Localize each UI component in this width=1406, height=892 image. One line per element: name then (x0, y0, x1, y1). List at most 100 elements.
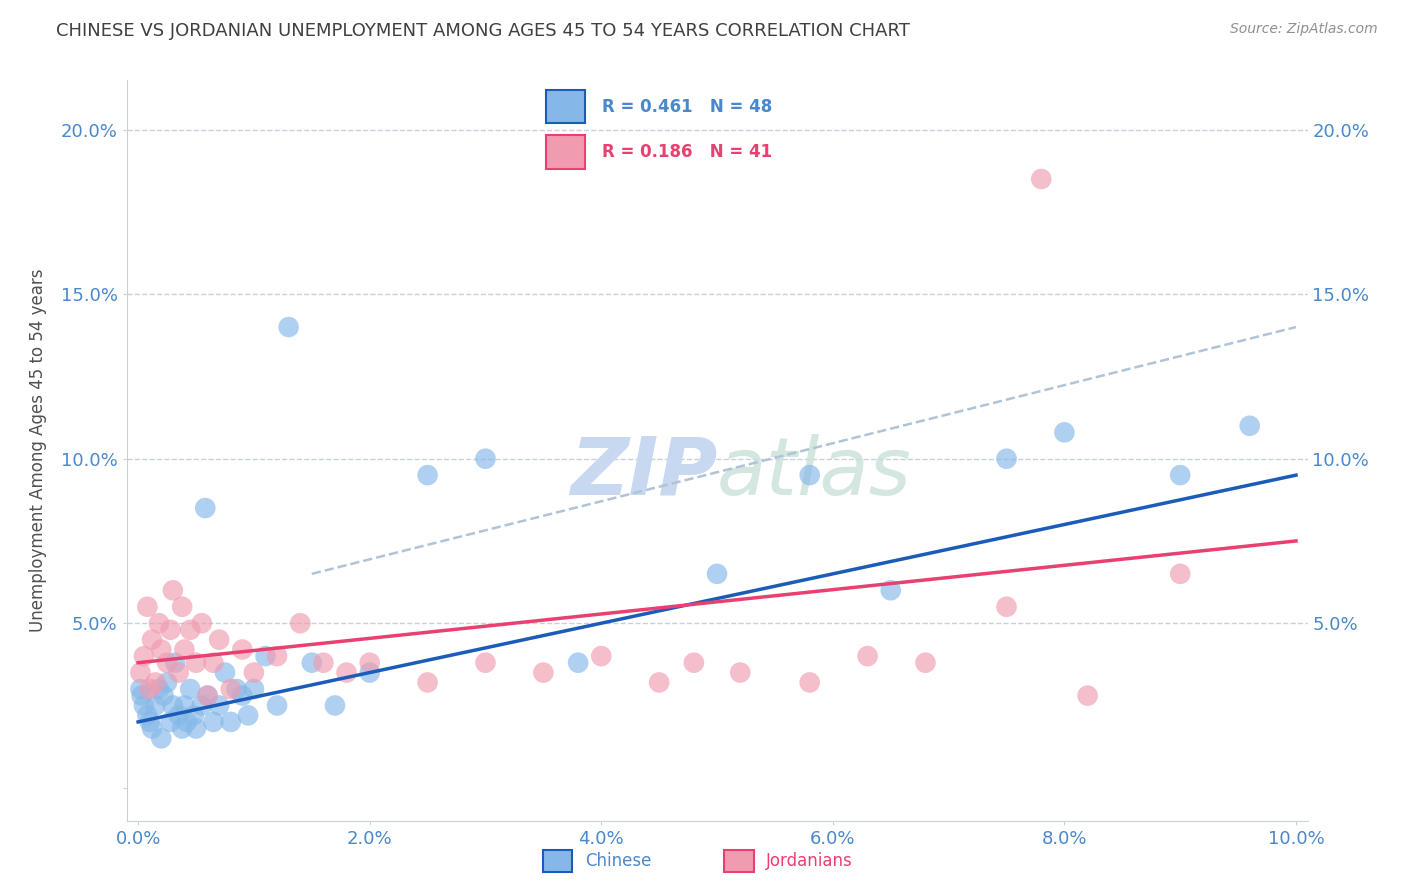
Text: Source: ZipAtlas.com: Source: ZipAtlas.com (1230, 22, 1378, 37)
Point (159, 623, 181, 637)
Point (208, 632, 231, 647)
Point (184, 656, 207, 670)
Point (290, 616, 312, 631)
Point (136, 599, 159, 614)
Point (567, 656, 589, 670)
Text: Jordanians: Jordanians (766, 852, 853, 870)
Point (202, 714, 225, 729)
Point (856, 649, 879, 664)
Point (236, 708, 259, 723)
Point (132, 698, 155, 713)
Point (167, 665, 190, 680)
Point (173, 642, 195, 657)
Point (474, 656, 496, 670)
Point (416, 675, 439, 690)
Point (183, 708, 205, 723)
Point (243, 665, 266, 680)
Text: Chinese: Chinese (585, 852, 651, 870)
Point (129, 681, 152, 696)
Point (1077, 689, 1099, 703)
Point (243, 681, 266, 696)
Point (194, 501, 217, 516)
Point (231, 642, 253, 657)
Point (173, 698, 195, 713)
Point (995, 599, 1018, 614)
Point (1168, 468, 1191, 483)
Point (880, 583, 903, 598)
Point (197, 689, 219, 703)
Point (591, 649, 613, 664)
Point (145, 675, 167, 690)
Point (138, 681, 160, 696)
Point (162, 583, 184, 598)
Point (162, 698, 184, 713)
Point (141, 632, 163, 647)
Point (799, 675, 821, 690)
Point (914, 656, 936, 670)
Text: atlas: atlas (717, 434, 912, 512)
Point (728, 665, 751, 680)
Point (277, 320, 299, 334)
Point (266, 649, 288, 664)
Point (197, 689, 219, 703)
Text: ZIP: ZIP (569, 434, 717, 512)
Point (136, 708, 159, 723)
Point (150, 731, 173, 746)
Point (416, 468, 439, 483)
Point (129, 665, 152, 680)
Point (254, 649, 277, 664)
Point (219, 714, 242, 729)
Point (706, 566, 728, 581)
Point (167, 708, 190, 723)
Text: R = 0.461   N = 48: R = 0.461 N = 48 (602, 98, 772, 116)
Bar (546, 90, 585, 123)
Point (214, 665, 236, 680)
Bar (543, 849, 572, 872)
Point (179, 623, 201, 637)
Point (312, 656, 335, 670)
Point (150, 642, 173, 657)
Point (159, 714, 181, 729)
Point (148, 681, 170, 696)
Point (474, 451, 496, 466)
Point (335, 665, 357, 680)
Point (531, 665, 554, 680)
Point (141, 722, 163, 736)
Point (132, 649, 155, 664)
Point (1031, 172, 1053, 186)
Point (131, 689, 153, 703)
Text: CHINESE VS JORDANIAN UNEMPLOYMENT AMONG AGES 45 TO 54 YEARS CORRELATION CHART: CHINESE VS JORDANIAN UNEMPLOYMENT AMONG … (56, 22, 910, 40)
Point (359, 665, 381, 680)
Point (683, 656, 706, 670)
Point (359, 656, 381, 670)
Point (165, 656, 187, 670)
Y-axis label: Unemployment Among Ages 45 to 54 years: Unemployment Among Ages 45 to 54 years (28, 268, 46, 632)
Point (1168, 566, 1191, 581)
Point (1053, 425, 1076, 440)
Point (156, 675, 179, 690)
Point (323, 698, 346, 713)
Point (148, 616, 170, 631)
Point (995, 451, 1018, 466)
Point (266, 698, 288, 713)
Point (191, 616, 214, 631)
Point (208, 698, 231, 713)
Text: R = 0.186   N = 41: R = 0.186 N = 41 (602, 143, 772, 161)
Point (799, 468, 821, 483)
Point (1239, 418, 1261, 433)
Point (225, 681, 247, 696)
Point (179, 681, 201, 696)
Point (152, 689, 174, 703)
Point (172, 722, 194, 736)
Point (191, 698, 214, 713)
Point (138, 714, 160, 729)
Point (648, 675, 671, 690)
Bar (546, 136, 585, 169)
Point (172, 599, 194, 614)
Point (145, 698, 167, 713)
Point (301, 656, 323, 670)
Point (156, 656, 179, 670)
Point (231, 689, 253, 703)
Point (176, 714, 198, 729)
Point (219, 681, 242, 696)
